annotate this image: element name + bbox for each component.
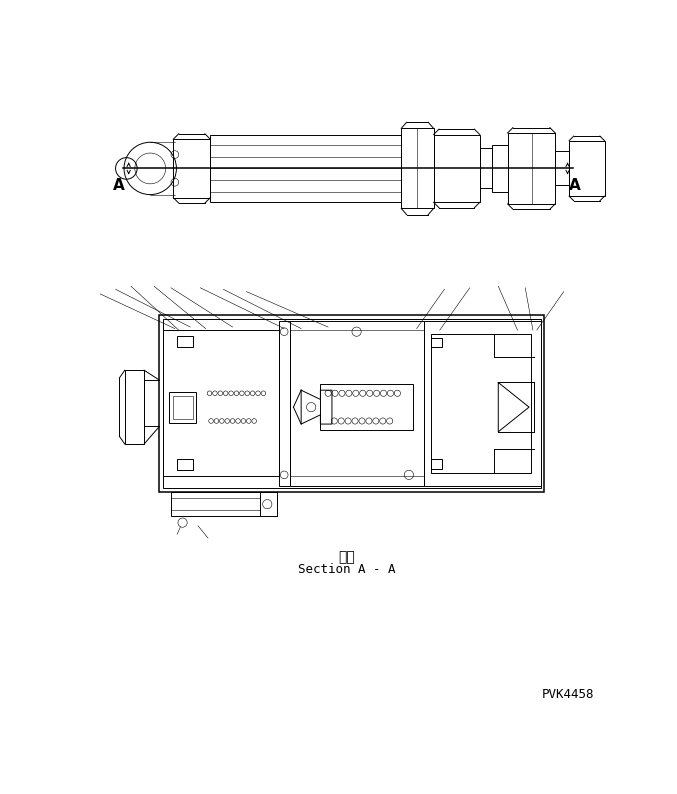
Bar (169, 391, 196, 422)
Text: Section A - A: Section A - A (298, 563, 395, 576)
Bar (508, 133, 555, 204)
Bar (211, 134, 401, 202)
Bar (431, 460, 442, 468)
Bar (171, 491, 259, 516)
Bar (290, 321, 424, 486)
Bar (290, 330, 424, 476)
Bar (173, 395, 192, 418)
Bar (163, 330, 279, 476)
Bar (555, 152, 569, 185)
Bar (177, 460, 192, 470)
Text: 断面: 断面 (338, 550, 355, 565)
Bar (480, 148, 492, 188)
Bar (431, 337, 442, 347)
Bar (320, 384, 413, 430)
Bar (492, 145, 508, 191)
Bar (569, 141, 605, 196)
Bar (424, 321, 541, 486)
Bar (433, 134, 480, 202)
Bar (177, 337, 192, 347)
Text: A: A (113, 178, 125, 193)
Text: PVK4458: PVK4458 (542, 688, 594, 701)
Bar (160, 314, 544, 491)
Bar (163, 318, 541, 488)
Text: A: A (569, 178, 581, 193)
Bar (173, 139, 211, 198)
Bar (279, 321, 290, 486)
Bar (125, 370, 144, 444)
Bar (431, 334, 531, 472)
Bar (401, 129, 433, 209)
